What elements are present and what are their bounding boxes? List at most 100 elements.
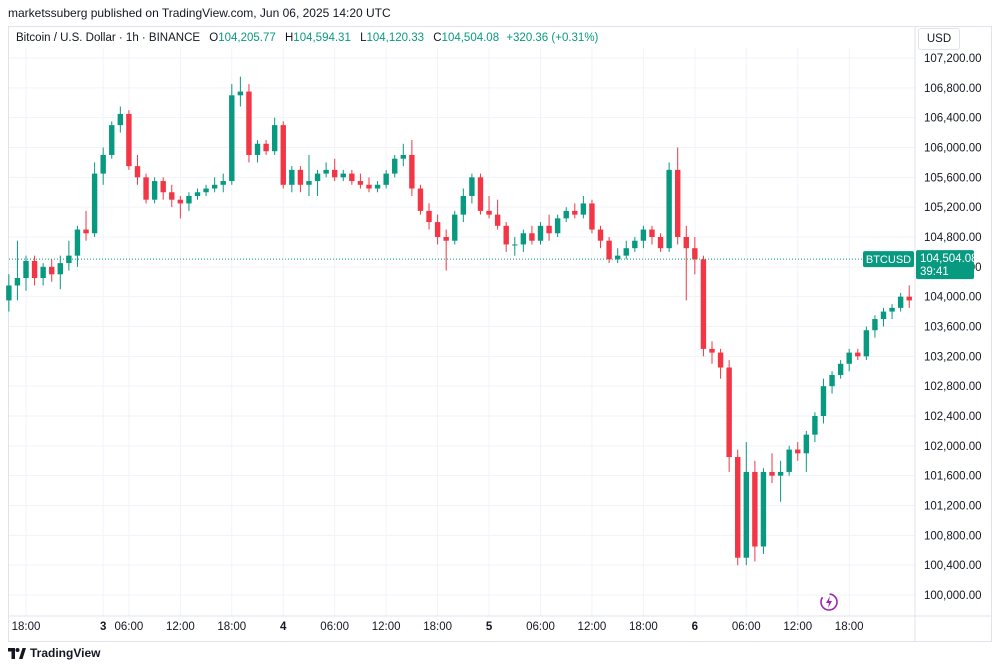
candle-body xyxy=(623,248,629,256)
candle xyxy=(906,285,912,308)
candle xyxy=(357,173,364,189)
candle xyxy=(417,184,424,215)
candle xyxy=(494,199,501,230)
candle-body xyxy=(74,229,81,256)
candle xyxy=(649,225,655,245)
candle-body xyxy=(31,260,38,279)
candle-body xyxy=(271,125,278,152)
chart-legend: Bitcoin / U.S. Dollar · 1h · BINANCE O10… xyxy=(16,32,598,44)
candle xyxy=(726,360,732,472)
candle-body xyxy=(897,296,904,308)
candle xyxy=(177,195,184,219)
candle-body xyxy=(203,188,209,193)
candle-body xyxy=(700,259,707,349)
y-tick-label: 106,800.00 xyxy=(924,83,982,95)
candle xyxy=(314,169,321,196)
candle xyxy=(597,225,604,249)
candle-body xyxy=(769,471,775,476)
candle xyxy=(186,192,192,211)
candle xyxy=(812,412,818,443)
candle-body xyxy=(194,192,201,196)
candle xyxy=(563,207,569,223)
candle xyxy=(683,225,689,301)
candle-body xyxy=(443,237,449,241)
candle-body xyxy=(211,184,218,189)
x-tick-label: 12:00 xyxy=(372,621,401,633)
y-tick-label: 102,000.00 xyxy=(924,441,982,453)
candle xyxy=(400,143,406,167)
candle xyxy=(717,348,724,379)
candle-body xyxy=(323,169,329,174)
candle-body xyxy=(246,91,252,155)
candle xyxy=(700,255,707,357)
candle xyxy=(632,237,638,252)
candle xyxy=(23,255,29,291)
spark-icon[interactable] xyxy=(818,591,840,613)
x-tick-label: 18:00 xyxy=(217,621,246,633)
candle-body xyxy=(460,195,467,215)
candle-body xyxy=(752,471,758,547)
y-tick-label: 106,400.00 xyxy=(924,113,982,125)
candle xyxy=(83,210,89,241)
x-tick-label: 3 xyxy=(100,621,106,633)
candle xyxy=(91,162,98,237)
candle-body xyxy=(683,237,689,249)
candle xyxy=(40,263,46,286)
candle xyxy=(675,147,681,245)
candle-body xyxy=(83,229,89,234)
y-tick-label: 107,200.00 xyxy=(924,53,982,65)
candle xyxy=(666,162,672,252)
candle-body xyxy=(572,210,578,215)
x-tick-label: 12:00 xyxy=(783,621,812,633)
candle xyxy=(211,177,218,193)
candle xyxy=(100,147,106,185)
candle-body xyxy=(666,169,672,249)
y-tick-label: 103,600.00 xyxy=(924,322,982,334)
candle xyxy=(580,195,587,219)
candle xyxy=(392,154,398,178)
x-tick-label: 5 xyxy=(486,621,493,633)
candle-body xyxy=(314,173,321,182)
candle-body xyxy=(229,95,235,182)
x-tick-label: 06:00 xyxy=(320,621,349,633)
x-tick-label: 18:00 xyxy=(12,621,41,633)
candle-body xyxy=(186,195,192,204)
currency-button[interactable]: USD xyxy=(918,28,960,50)
candle-body xyxy=(366,184,372,189)
candle-body xyxy=(580,203,587,215)
candle-body xyxy=(49,266,55,275)
x-tick-label: 06:00 xyxy=(526,621,555,633)
candle-body xyxy=(109,125,115,155)
candle xyxy=(889,304,895,320)
candle-body xyxy=(263,143,269,152)
candle xyxy=(503,222,509,252)
candle-body xyxy=(40,266,46,279)
candle-body xyxy=(812,416,818,435)
x-tick-label: 18:00 xyxy=(423,621,452,633)
candle xyxy=(263,140,269,155)
candle xyxy=(57,255,63,290)
candle-body xyxy=(169,192,175,200)
candle xyxy=(486,195,492,219)
candle xyxy=(769,453,775,484)
candle-body xyxy=(726,367,732,458)
footer-brand[interactable]: TradingView xyxy=(30,646,101,660)
candle-body xyxy=(426,210,432,223)
candle xyxy=(554,214,561,237)
candle-body xyxy=(57,263,63,275)
candle-body xyxy=(503,225,509,245)
candle xyxy=(846,348,852,372)
y-tick-label: 101,600.00 xyxy=(924,471,982,483)
y-tick-label: 104,800.00 xyxy=(924,232,982,244)
candle xyxy=(897,292,904,312)
candle xyxy=(306,154,312,196)
candle-body xyxy=(520,233,527,245)
candle xyxy=(109,121,115,159)
candle-body xyxy=(803,434,810,454)
candle xyxy=(6,274,12,312)
candle xyxy=(829,371,835,394)
price-tag xyxy=(916,250,974,280)
candle-body xyxy=(649,229,655,237)
candle-body xyxy=(735,457,741,558)
